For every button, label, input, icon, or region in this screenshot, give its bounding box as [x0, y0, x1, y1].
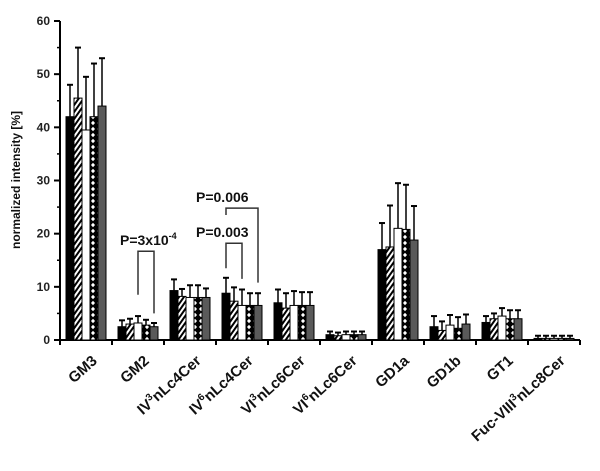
- y-tick-label: 20: [37, 227, 51, 241]
- y-tick-label: 10: [37, 280, 51, 294]
- significance-bracket: [137, 250, 155, 314]
- category-label: GM3: [65, 352, 101, 386]
- bar-white: [497, 315, 507, 341]
- x-tick-labels: GM3 GM2IV3nLc4CerIV6nLc4CerVI3nLc6CerVI6n…: [65, 351, 569, 445]
- bar-black: [325, 334, 335, 341]
- category-label: GD1b: [424, 352, 465, 391]
- bar-gray: [253, 304, 263, 341]
- bar-black: [117, 326, 127, 341]
- category-label: GM2: [117, 352, 153, 386]
- p-value-label: P=0.006: [196, 189, 249, 205]
- bar-black: [169, 290, 179, 341]
- significance-bracket: [225, 242, 243, 279]
- bar-dotted: [193, 296, 203, 341]
- bar-dotted: [401, 228, 411, 341]
- bar-hatched: [281, 307, 291, 341]
- bar-gray: [97, 105, 107, 341]
- axes: 0 10 20 30 40 50 60: [37, 14, 581, 347]
- bar-hatched: [125, 323, 135, 341]
- y-tick-label: 50: [37, 67, 51, 81]
- bar-white: [237, 304, 247, 341]
- bar-white: [81, 129, 91, 341]
- bar-white: [289, 304, 299, 341]
- bar-white: [185, 296, 195, 341]
- bar-black: [533, 337, 543, 341]
- bar-black: [377, 249, 387, 341]
- p-value-label: P=3x10-4: [120, 231, 177, 248]
- bar-hatched: [229, 300, 239, 341]
- bar-black: [481, 321, 491, 341]
- bar-hatched: [541, 337, 551, 341]
- bar-hatched: [489, 318, 499, 341]
- bar-dotted: [141, 324, 151, 341]
- bar-black: [429, 326, 439, 341]
- bar-gray: [513, 318, 523, 341]
- bar-hatched: [73, 97, 83, 341]
- bar-dotted: [505, 318, 515, 341]
- y-axis-label: normalized intensity [%]: [9, 111, 23, 249]
- significance-bracket: [225, 207, 259, 283]
- bar-gray: [149, 326, 159, 341]
- bar-white: [445, 324, 455, 341]
- bar-hatched: [385, 246, 395, 341]
- y-tick-label: 30: [37, 174, 51, 188]
- y-tick-label: 60: [37, 14, 51, 28]
- bar-black: [273, 302, 283, 341]
- category-label: GT1: [484, 352, 517, 384]
- bar-hatched: [333, 335, 343, 341]
- bar-gray: [461, 323, 471, 341]
- bar-gray: [357, 334, 367, 341]
- bar-white: [133, 322, 143, 341]
- bar-dotted: [89, 116, 99, 341]
- bar-gray: [565, 337, 575, 341]
- significance-annotations: P=3x10-4 P=0.003 P=0.006: [120, 189, 259, 314]
- category-label: GD1a: [372, 352, 413, 391]
- bar-white: [393, 227, 403, 341]
- bar-gray: [409, 239, 419, 341]
- category-label: Fuc-VIII3nLc8Cer: [468, 351, 569, 445]
- bar-white: [549, 337, 559, 341]
- bars: [65, 46, 575, 341]
- bar-gray: [201, 296, 211, 341]
- y-tick-label: 0: [43, 333, 50, 347]
- bar-gray: [305, 304, 315, 341]
- bar-hatched: [437, 329, 447, 341]
- bar-black: [221, 292, 231, 341]
- bar-black: [65, 116, 75, 341]
- bar-dotted: [349, 334, 359, 341]
- bar-white: [341, 334, 351, 341]
- bar-dotted: [245, 304, 255, 341]
- bar-dotted: [557, 337, 567, 341]
- p-value-label: P=0.003: [196, 224, 249, 240]
- bar-dotted: [297, 304, 307, 341]
- bar-dotted: [453, 327, 463, 341]
- bar-hatched: [177, 295, 187, 341]
- y-tick-label: 40: [37, 120, 51, 134]
